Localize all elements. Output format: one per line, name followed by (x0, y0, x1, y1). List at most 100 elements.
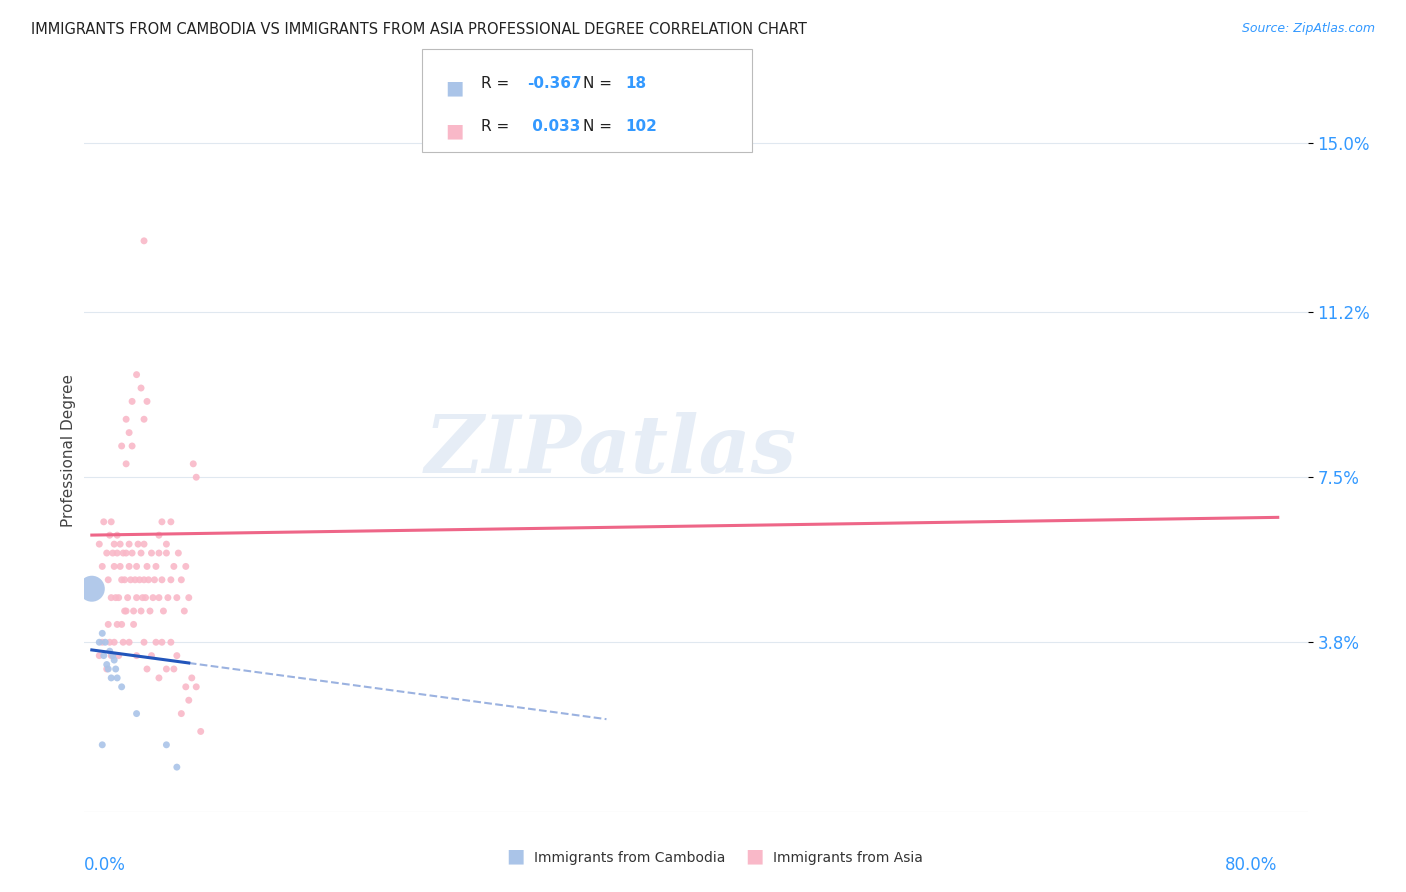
Point (93, 648, 115, 663)
Point (160, 515, 183, 529)
Text: R =: R = (481, 76, 509, 91)
Point (186, 470, 208, 484)
Point (104, 662, 127, 676)
Point (142, 591, 165, 605)
Point (101, 648, 124, 663)
Point (170, 573, 193, 587)
Point (135, 591, 157, 605)
Point (91, 626, 114, 640)
Point (122, 617, 145, 632)
Point (125, 706, 148, 721)
Text: ZIPatlas: ZIPatlas (425, 412, 796, 489)
Point (150, 635, 173, 649)
Point (98, 635, 121, 649)
Point (132, 573, 155, 587)
Point (155, 537, 177, 551)
Text: ■: ■ (446, 121, 464, 140)
Point (89, 537, 111, 551)
Text: R =: R = (481, 119, 509, 134)
Text: 18: 18 (626, 76, 647, 91)
Point (174, 559, 197, 574)
Point (103, 559, 125, 574)
Text: 102: 102 (626, 119, 658, 134)
Text: Immigrants from Asia: Immigrants from Asia (773, 851, 924, 865)
Point (103, 653, 125, 667)
Text: Immigrants from Cambodia: Immigrants from Cambodia (534, 851, 725, 865)
Point (97, 617, 120, 632)
Text: 0.033: 0.033 (527, 119, 581, 134)
Point (127, 537, 149, 551)
Point (129, 604, 152, 618)
Point (118, 425, 141, 440)
Text: ■: ■ (745, 847, 763, 865)
Point (173, 604, 195, 618)
Point (148, 546, 170, 560)
Point (181, 457, 204, 471)
Point (115, 604, 138, 618)
Point (91, 559, 114, 574)
Point (96, 662, 118, 676)
Point (97, 662, 120, 676)
Point (141, 648, 163, 663)
Point (118, 559, 141, 574)
Point (136, 662, 159, 676)
Point (89, 635, 111, 649)
Point (132, 412, 155, 426)
Point (186, 680, 208, 694)
Point (89, 648, 111, 663)
Point (105, 617, 128, 632)
Point (150, 515, 173, 529)
Point (163, 662, 186, 676)
Point (129, 381, 152, 395)
Point (96, 546, 118, 560)
Point (174, 680, 197, 694)
Text: ■: ■ (446, 78, 464, 97)
Point (155, 546, 177, 560)
Point (111, 573, 134, 587)
Point (156, 591, 179, 605)
Point (108, 559, 131, 574)
Point (177, 591, 200, 605)
Point (129, 546, 152, 560)
Point (115, 546, 138, 560)
Point (94, 635, 117, 649)
Y-axis label: Professional Degree: Professional Degree (60, 374, 76, 527)
Text: N =: N = (583, 76, 613, 91)
Point (117, 591, 139, 605)
Point (136, 394, 159, 409)
Point (93, 515, 115, 529)
Point (148, 591, 170, 605)
Point (166, 760, 188, 774)
Point (167, 546, 190, 560)
Point (132, 537, 155, 551)
Point (190, 724, 212, 739)
Point (112, 546, 135, 560)
Text: ■: ■ (506, 847, 524, 865)
Text: N =: N = (583, 119, 613, 134)
Point (148, 528, 170, 542)
Point (80, 582, 103, 596)
Point (100, 515, 122, 529)
Point (145, 559, 167, 574)
Point (105, 546, 128, 560)
Point (143, 573, 166, 587)
Point (121, 394, 143, 409)
Point (105, 528, 128, 542)
Point (115, 412, 138, 426)
Point (132, 635, 155, 649)
Point (124, 573, 146, 587)
Point (97, 573, 120, 587)
Point (104, 591, 127, 605)
Point (114, 573, 136, 587)
Point (160, 573, 183, 587)
Point (145, 635, 167, 649)
Point (121, 546, 143, 560)
Point (115, 457, 138, 471)
Point (121, 439, 143, 453)
Point (100, 591, 122, 605)
Point (112, 635, 135, 649)
Point (122, 604, 145, 618)
Text: Source: ZipAtlas.com: Source: ZipAtlas.com (1241, 22, 1375, 36)
Text: 0.0%: 0.0% (84, 856, 127, 874)
Point (150, 573, 173, 587)
